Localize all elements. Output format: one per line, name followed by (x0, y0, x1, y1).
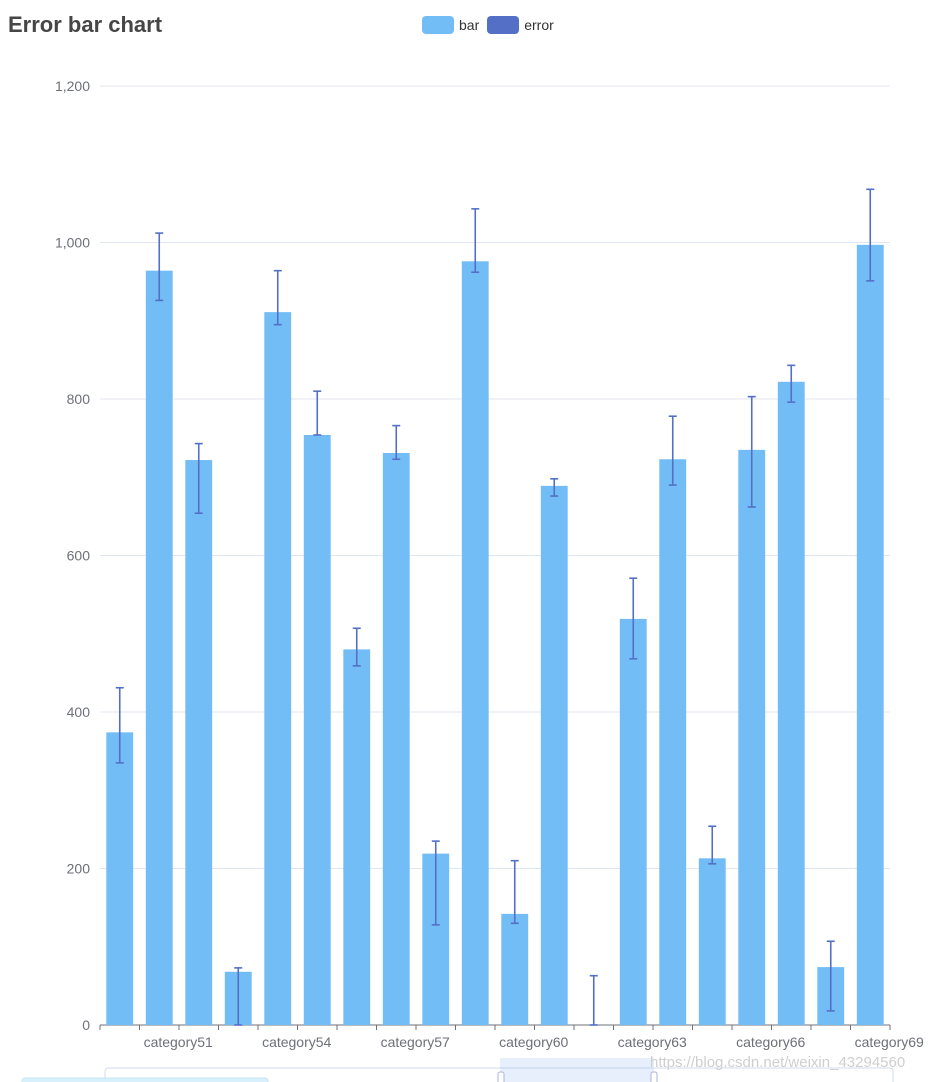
bar[interactable] (303, 434, 331, 1025)
datazoom-window[interactable] (500, 1058, 654, 1082)
legend-swatch-bar-icon (422, 16, 454, 34)
bar[interactable] (777, 381, 805, 1025)
bar[interactable] (185, 460, 213, 1025)
x-tick-label: category57 (381, 1034, 450, 1050)
x-tick-label: category66 (736, 1034, 805, 1050)
bar[interactable] (659, 459, 687, 1025)
y-tick-label: 400 (67, 704, 91, 720)
bar[interactable] (698, 858, 726, 1025)
bar[interactable] (738, 449, 766, 1025)
legend-item-error[interactable]: error (487, 16, 554, 34)
legend-label: error (524, 17, 554, 33)
datazoom-handle-left[interactable] (497, 1071, 505, 1082)
bar[interactable] (856, 244, 884, 1025)
bar[interactable] (501, 913, 529, 1025)
y-tick-label: 1,200 (55, 78, 90, 94)
x-tick-label: category63 (618, 1034, 687, 1050)
x-tick-label: category69 (855, 1034, 924, 1050)
legend-label: bar (459, 17, 480, 33)
x-tick-label: category60 (499, 1034, 568, 1050)
bar[interactable] (382, 452, 410, 1025)
x-tick-label: category51 (144, 1034, 213, 1050)
y-tick-label: 1,000 (55, 235, 90, 251)
datazoom-slider[interactable] (104, 1067, 894, 1082)
bar[interactable] (619, 618, 647, 1025)
legend-item-bar[interactable]: bar (422, 16, 479, 34)
y-tick-label: 800 (67, 391, 91, 407)
bar[interactable] (461, 261, 489, 1025)
bar[interactable] (264, 312, 292, 1026)
watermark: https://blog.csdn.net/weixin_43294560 (650, 1054, 906, 1071)
y-tick-label: 0 (82, 1017, 90, 1033)
y-tick-label: 600 (67, 548, 91, 564)
legend: bar error (422, 16, 562, 34)
bar[interactable] (106, 732, 134, 1025)
bar[interactable] (540, 485, 568, 1025)
y-tick-label: 200 (67, 861, 91, 877)
datazoom-handle-right[interactable] (650, 1071, 658, 1082)
legend-swatch-error-icon (487, 16, 520, 34)
bar[interactable] (145, 270, 173, 1025)
x-tick-label: category54 (262, 1034, 331, 1050)
datazoom-shadow (21, 1077, 269, 1082)
chart-title: Error bar chart (8, 12, 163, 37)
bar[interactable] (343, 649, 371, 1025)
